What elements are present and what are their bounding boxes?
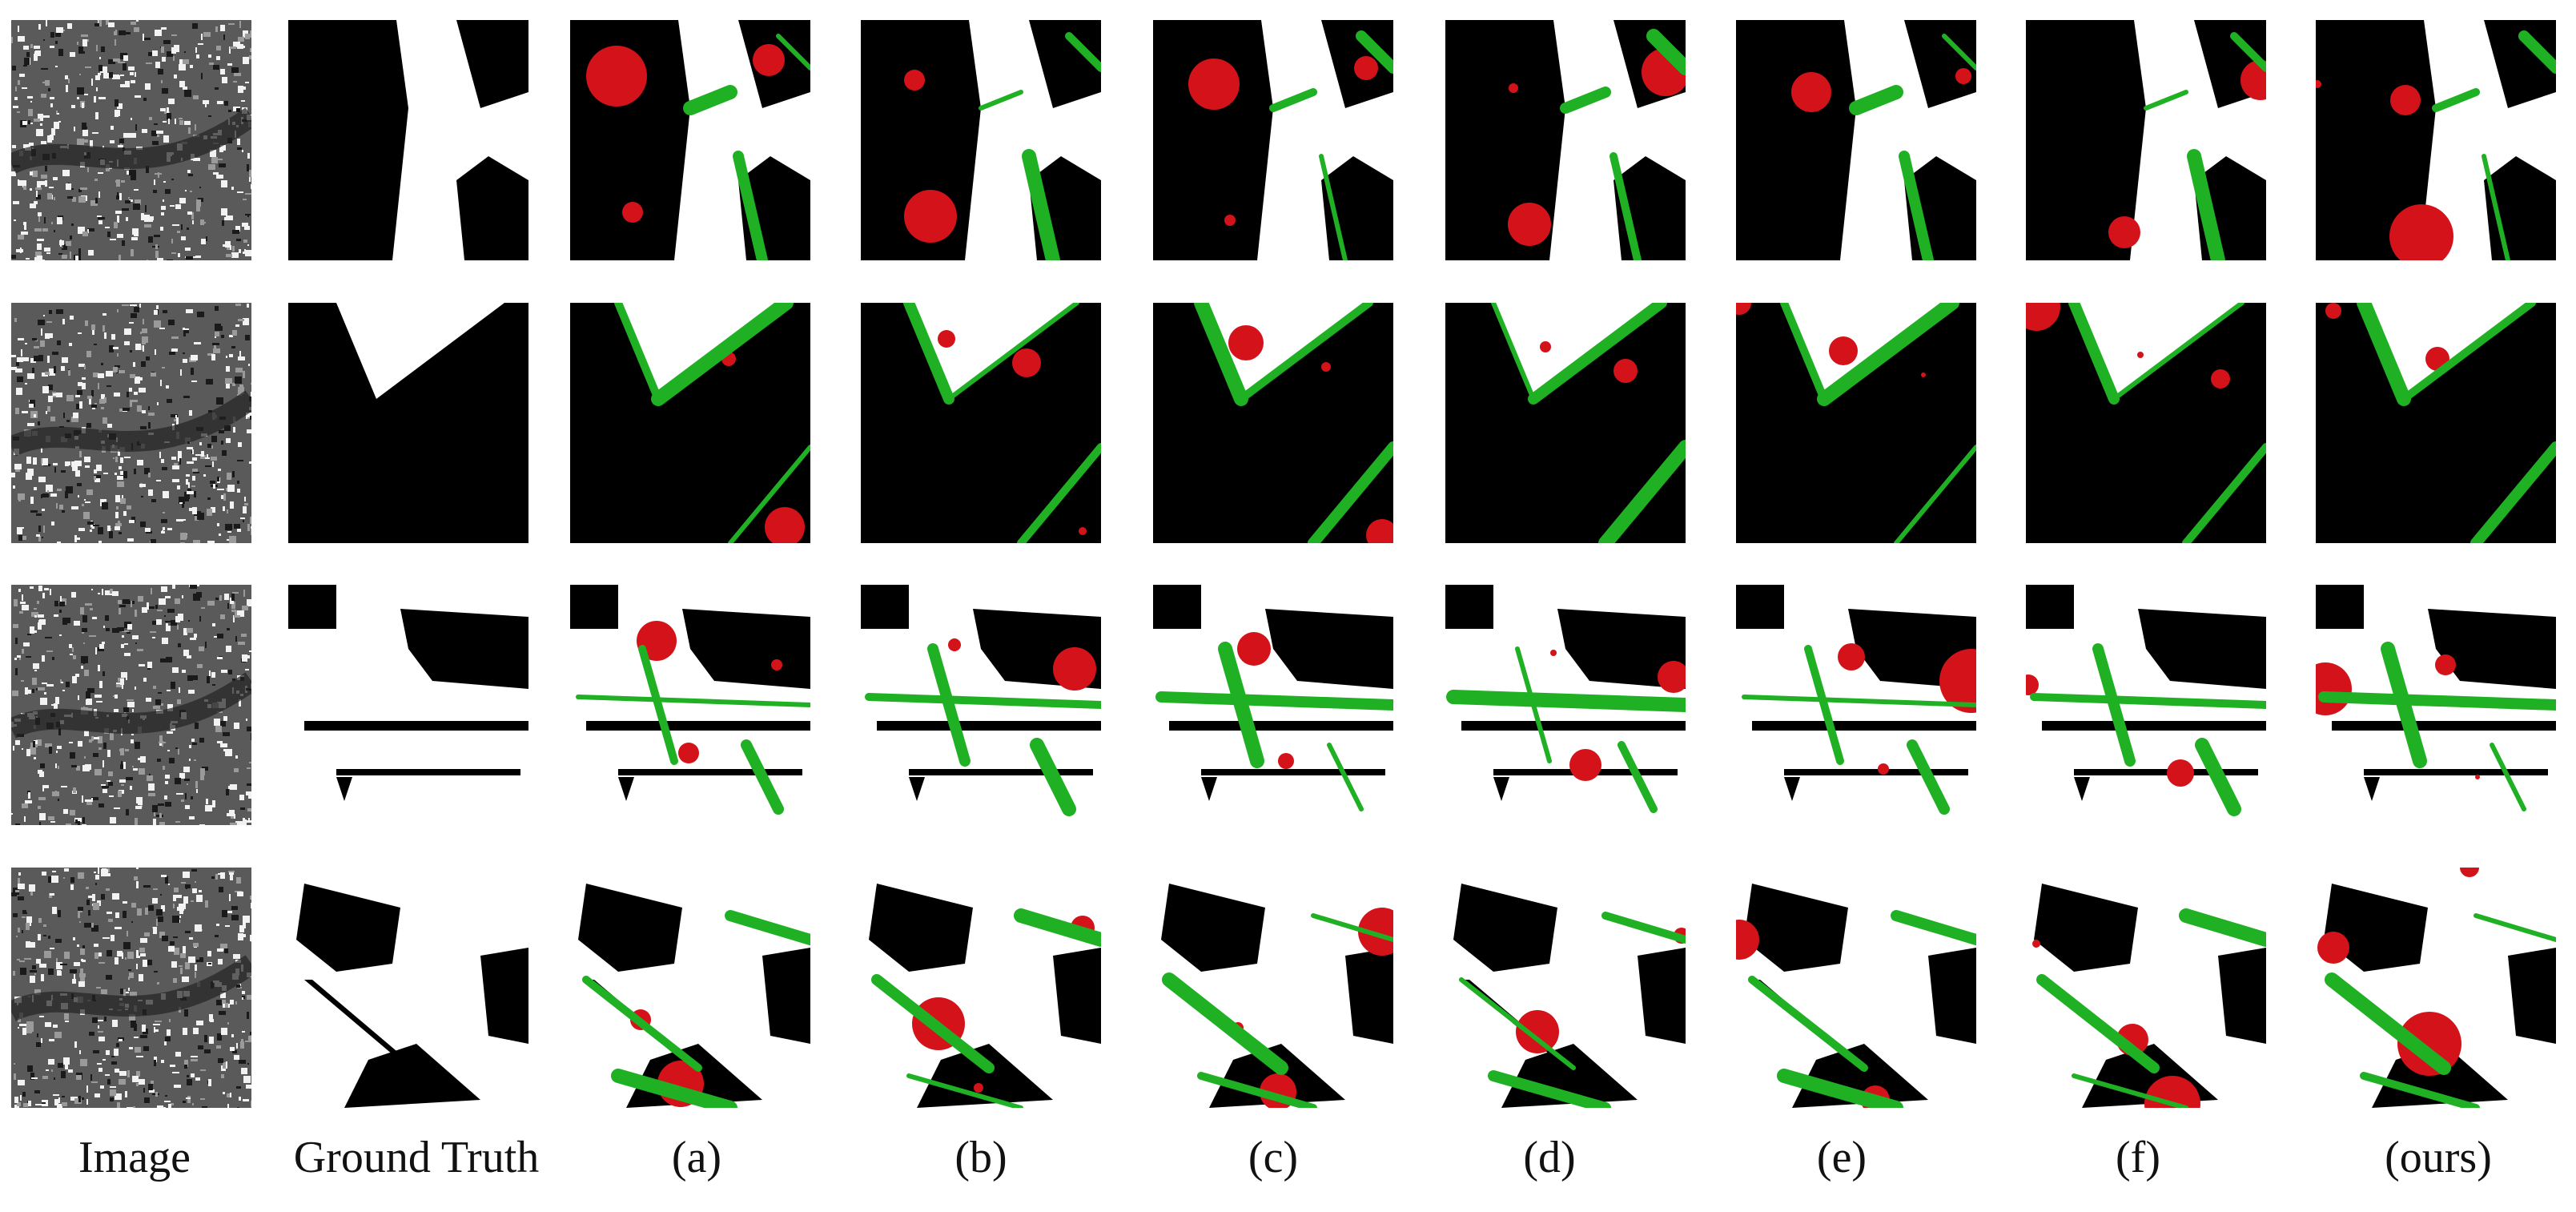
tile-row2-b (861, 303, 1101, 543)
tile-row1-f (2026, 20, 2266, 260)
tile-row2-d (1445, 303, 1686, 543)
tile-row1-b (861, 20, 1101, 260)
tile-row4-ours (2316, 868, 2556, 1108)
tile-row4-image (11, 868, 251, 1108)
tile-row1-image (11, 20, 251, 260)
tile-row3-ground-truth (288, 585, 528, 825)
tile-row2-image (11, 303, 251, 543)
tile-row1-ours (2316, 20, 2556, 260)
col-label-c: (c) (1248, 1133, 1299, 1182)
col-label-image: Image (78, 1133, 191, 1182)
tile-row2-ground-truth (288, 303, 528, 543)
tile-row2-a (570, 303, 810, 543)
tile-row1-d (1445, 20, 1686, 260)
col-label-d: (d) (1523, 1133, 1576, 1182)
tile-row4-ground-truth (288, 868, 528, 1108)
col-label-ours: (ours) (2385, 1133, 2492, 1182)
tile-row1-a (570, 20, 810, 260)
col-label-b: (b) (954, 1133, 1007, 1182)
tile-row4-d (1445, 868, 1686, 1108)
tile-row3-c (1153, 585, 1393, 825)
tile-row4-e (1736, 868, 1976, 1108)
tile-row4-f (2026, 868, 2266, 1108)
col-label-a: (a) (671, 1133, 722, 1182)
tile-row4-b (861, 868, 1101, 1108)
tile-row2-e (1736, 303, 1976, 543)
tile-row3-b (861, 585, 1101, 825)
tile-row1-ground-truth (288, 20, 528, 260)
col-label-f: (f) (2116, 1133, 2160, 1182)
tile-row1-e (1736, 20, 1976, 260)
tile-row1-c (1153, 20, 1393, 260)
tile-row3-e (1736, 585, 1976, 825)
col-label-e: (e) (1816, 1133, 1867, 1182)
tile-row4-c (1153, 868, 1393, 1108)
tile-row3-d (1445, 585, 1686, 825)
col-label-ground-truth: Ground Truth (293, 1133, 540, 1182)
tile-row3-f (2026, 585, 2266, 825)
tile-row3-ours (2316, 585, 2556, 825)
tile-row2-ours (2316, 303, 2556, 543)
tile-row2-c (1153, 303, 1393, 543)
tile-row3-a (570, 585, 810, 825)
tile-row3-image (11, 585, 251, 825)
tile-row4-a (570, 868, 810, 1108)
tile-row2-f (2026, 303, 2266, 543)
